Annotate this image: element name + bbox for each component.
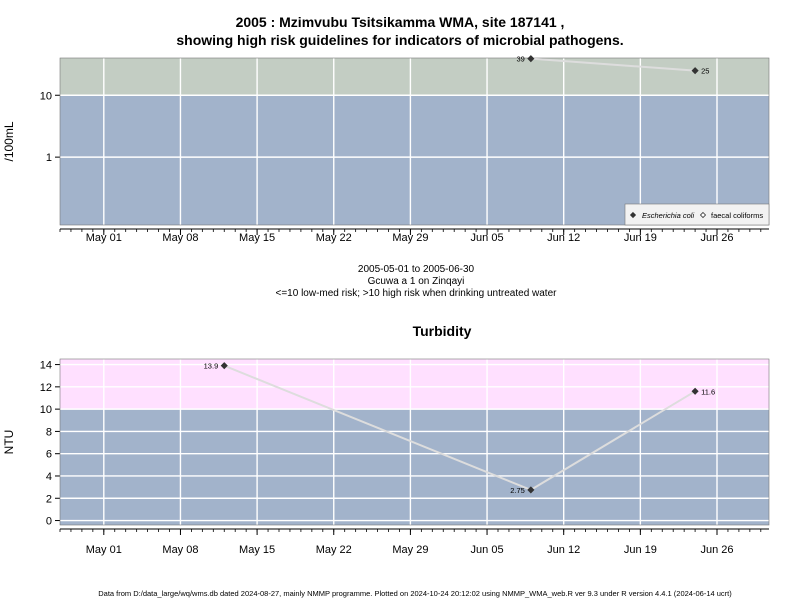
chart1-x-tick-label: May 08	[162, 232, 198, 244]
chart2-data-point	[220, 362, 228, 370]
chart1-x-tick-label: May 01	[86, 232, 122, 244]
chart1-x-tick-label: Jun 05	[471, 232, 504, 244]
chart2-x-tick-label: Jun 26	[700, 544, 733, 556]
turbidity-chart-title: Turbidity	[412, 323, 472, 339]
chart2-data-label: 11.6	[701, 387, 715, 396]
chart1-series-line	[530, 57, 696, 72]
chart2-data-label: 2.75	[510, 486, 525, 495]
chart1-legend-label-faecal: faecal coliforms	[711, 211, 763, 220]
chart-title-line-2: showing high risk guidelines for indicat…	[176, 32, 624, 48]
chart2-x-tick-label: Jun 12	[547, 544, 580, 556]
chart1-low-risk-band	[60, 95, 769, 225]
chart2-data-point	[691, 387, 699, 395]
date-range-caption: 2005-05-01 to 2005-06-30	[357, 264, 475, 275]
chart1-data-label: 39	[517, 55, 525, 64]
chart2-y-tick-label: 12	[40, 382, 52, 394]
chart2-y-tick-label: 0	[46, 516, 52, 528]
chart1-x-tick-label: Jun 19	[624, 232, 657, 244]
chart2-data-point	[527, 486, 535, 494]
chart2-y-tick-label: 8	[46, 426, 52, 438]
chart1-legend-marker-ecoli	[629, 211, 637, 219]
chart1-high-risk-band	[60, 58, 769, 96]
chart1-legend-box	[624, 203, 770, 226]
chart2-x-tick-label: May 15	[239, 544, 275, 556]
chart1-x-tick-label: May 22	[316, 232, 352, 244]
data-source-footer: Data from D:/data_large/wq/wms.db dated …	[98, 589, 732, 598]
chart2-x-tick-label: May 01	[86, 544, 122, 556]
chart1-data-label: 25	[701, 67, 709, 76]
chart1-y-tick-label: 10	[40, 90, 52, 102]
chart1-x-tick-label: Jun 26	[700, 232, 733, 244]
chart-title-line-1: 2005 : Mzimvubu Tsitsikamma WMA, site 18…	[235, 14, 565, 30]
chart1-legend-marker-faecal	[699, 211, 707, 219]
chart2-y-tick-label: 4	[46, 471, 52, 483]
chart2-y-tick-label: 14	[40, 360, 52, 372]
chart2-y-tick-label: 2	[46, 493, 52, 505]
chart2-data-label: 13.9	[204, 362, 219, 371]
chart1-data-point	[527, 55, 535, 63]
chart2-y-axis-title: NTU	[2, 430, 16, 455]
chart1-y-tick-label: 1	[46, 152, 52, 164]
chart1-x-tick-label: Jun 12	[547, 232, 580, 244]
site-name-caption: Gcuwa a 1 on Zinqayi	[367, 276, 465, 287]
chart2-y-tick-label: 6	[46, 449, 52, 461]
chart2-x-tick-label: Jun 05	[471, 544, 504, 556]
chart1-data-point	[691, 67, 699, 75]
chart2-high-risk-band	[60, 359, 769, 410]
chart2-x-tick-label: May 08	[162, 544, 198, 556]
chart2-plot-frame	[59, 358, 770, 526]
chart1-x-tick-label: May 29	[392, 232, 428, 244]
chart1-plot-frame	[59, 57, 770, 226]
chart2-x-tick-label: May 22	[316, 544, 352, 556]
chart1-y-axis-title: /100mL	[2, 121, 16, 161]
chart1-legend-label-ecoli: Escherichia coli	[642, 211, 694, 220]
chart2-x-tick-label: May 29	[392, 544, 428, 556]
chart2-low-risk-band	[60, 409, 769, 525]
chart1-x-tick-label: May 15	[239, 232, 275, 244]
chart2-y-tick-label: 10	[40, 404, 52, 416]
chart2-x-tick-label: Jun 19	[624, 544, 657, 556]
risk-note-caption: <=10 low-med risk; >10 high risk when dr…	[275, 288, 557, 299]
